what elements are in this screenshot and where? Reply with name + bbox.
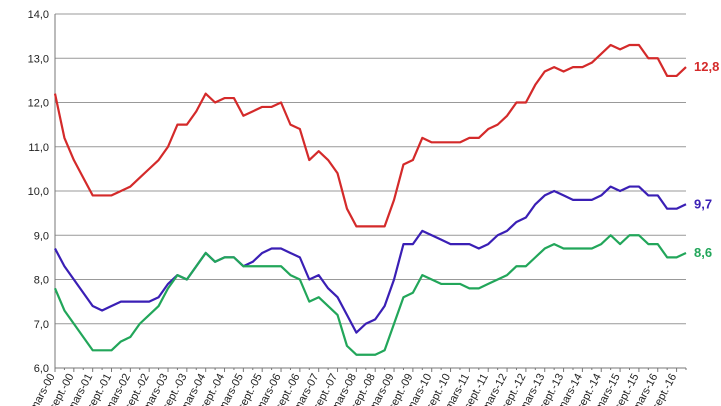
series-line bbox=[53, 234, 687, 356]
series-line bbox=[53, 43, 687, 228]
y-tick-label: 13,0 bbox=[28, 53, 49, 65]
y-tick-label: 6,0 bbox=[34, 363, 49, 375]
y-tick-label: 7,0 bbox=[34, 319, 49, 331]
end-value-label: 9,7 bbox=[694, 196, 712, 211]
y-tick-label: 9,0 bbox=[34, 230, 49, 242]
y-tick-label: 11,0 bbox=[28, 142, 49, 154]
series-line bbox=[54, 185, 687, 334]
y-tick-label: 10,0 bbox=[28, 186, 49, 198]
y-tick-label: 8,0 bbox=[34, 275, 49, 287]
y-tick-label: 12,0 bbox=[28, 98, 49, 110]
end-value-label: 8,6 bbox=[694, 245, 712, 260]
end-value-label: 12,8 bbox=[694, 59, 719, 74]
y-tick-label: 14,0 bbox=[28, 9, 49, 21]
